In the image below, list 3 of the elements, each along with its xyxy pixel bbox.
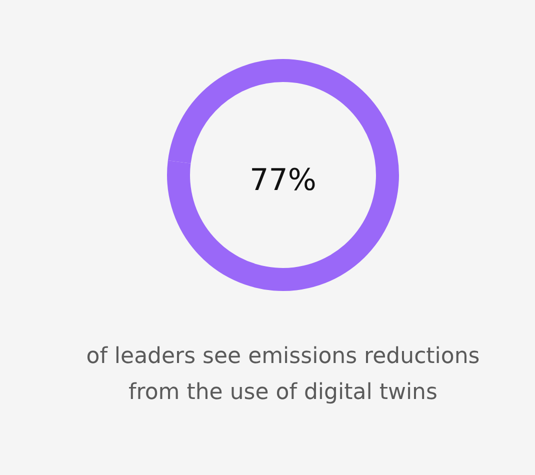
text: of leaders see emissions reductions from the use of digital twins [86,344,480,405]
donut-slice [167,59,399,291]
text: 77% [250,163,316,198]
